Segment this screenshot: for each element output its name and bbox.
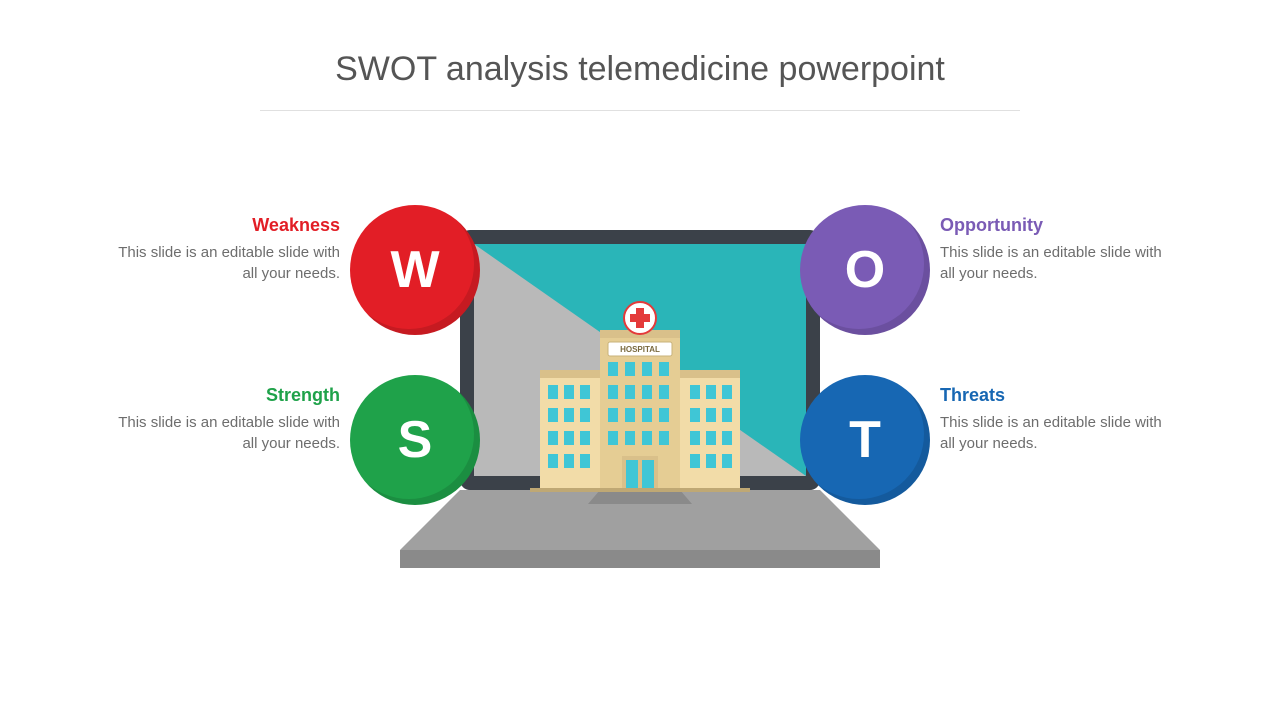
swot-letter-w: W bbox=[390, 240, 439, 300]
swot-letter-t: T bbox=[849, 410, 881, 470]
swot-stage: HOSPITAL W O S T bbox=[380, 180, 900, 600]
swot-text-strength: Strength This slide is an editable slide… bbox=[110, 385, 340, 454]
title-underline bbox=[260, 110, 1020, 111]
swot-circle-strength: S bbox=[350, 375, 480, 505]
swot-body-weakness: This slide is an editable slide with all… bbox=[110, 242, 340, 284]
swot-heading-opportunity: Opportunity bbox=[940, 215, 1170, 236]
laptop-base bbox=[400, 490, 880, 570]
swot-circle-opportunity: O bbox=[800, 205, 930, 335]
swot-circle-weakness: W bbox=[350, 205, 480, 335]
page-title: SWOT analysis telemedicine powerpoint bbox=[0, 50, 1280, 89]
swot-text-opportunity: Opportunity This slide is an editable sl… bbox=[940, 215, 1170, 284]
swot-body-strength: This slide is an editable slide with all… bbox=[110, 412, 340, 454]
swot-text-weakness: Weakness This slide is an editable slide… bbox=[110, 215, 340, 284]
swot-heading-weakness: Weakness bbox=[110, 215, 340, 236]
swot-body-opportunity: This slide is an editable slide with all… bbox=[940, 242, 1170, 284]
laptop-front bbox=[400, 550, 880, 568]
swot-circle-threats: T bbox=[800, 375, 930, 505]
hospital-illustration: HOSPITAL bbox=[530, 280, 750, 500]
swot-heading-threats: Threats bbox=[940, 385, 1170, 406]
swot-letter-o: O bbox=[845, 240, 885, 300]
swot-text-threats: Threats This slide is an editable slide … bbox=[940, 385, 1170, 454]
swot-letter-s: S bbox=[398, 410, 433, 470]
hospital-sign-text: HOSPITAL bbox=[620, 345, 660, 354]
swot-heading-strength: Strength bbox=[110, 385, 340, 406]
swot-body-threats: This slide is an editable slide with all… bbox=[940, 412, 1170, 454]
